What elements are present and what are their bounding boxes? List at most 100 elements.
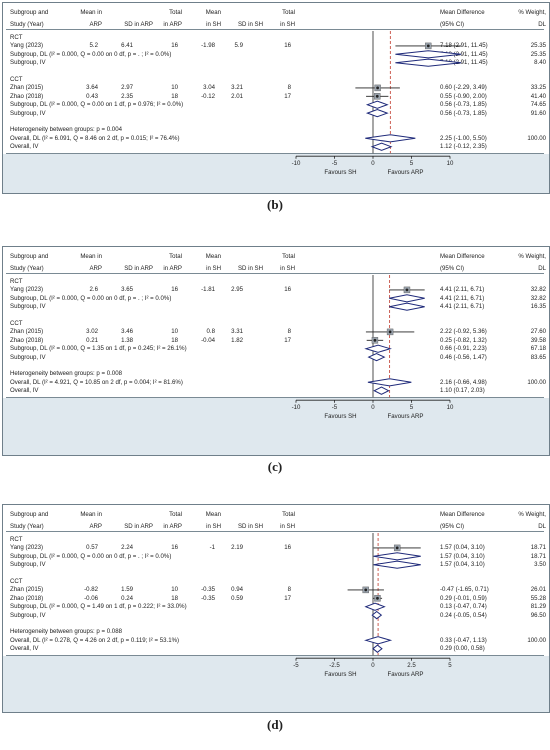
- weight-value: 100.00: [527, 636, 546, 644]
- effect-ci-text: 0.66 (-0.91, 2.23): [440, 345, 487, 353]
- study-point: [376, 596, 379, 600]
- header-total-sh: Total: [282, 511, 295, 518]
- x-tick-label: 5: [448, 662, 452, 670]
- header-total-arp: Total: [169, 253, 182, 260]
- study-point: [373, 338, 377, 342]
- header-mean-difference: Mean Difference: [440, 511, 485, 518]
- weight-value: 74.65: [530, 101, 546, 109]
- total-arp: 10: [171, 328, 178, 336]
- footer-divider: [6, 655, 544, 657]
- pooled-diamond: [389, 294, 425, 303]
- header-total-sh: in SH: [280, 523, 295, 530]
- study-point: [364, 588, 368, 592]
- header-mean-arp: ARP: [89, 523, 102, 530]
- study-label: Zhan (2015): [10, 328, 44, 336]
- header-total-sh: Total: [282, 253, 295, 260]
- effect-ci-text: 1.12 (-0.12, 2.35): [440, 143, 487, 151]
- mean-arp: -0.82: [84, 586, 98, 594]
- forest-plot-svg: [295, 31, 462, 159]
- x-tick-label: 0: [371, 404, 375, 412]
- favours-left-label: Favours SH: [324, 413, 357, 421]
- effect-ci-text: 0.33 (-0.47, 1.13): [440, 636, 487, 644]
- panel-label: (b): [267, 197, 283, 212]
- effect-ci-text: 0.55 (-0.90, 2.00): [440, 92, 487, 100]
- mean-sh: -0.12: [201, 92, 215, 100]
- x-tick-label: 0: [371, 662, 375, 670]
- subgroup-heading: RCT: [10, 536, 23, 543]
- header-mean-sh: in SH: [206, 523, 221, 530]
- study-point: [388, 330, 392, 334]
- sd-sh: 1.82: [231, 336, 243, 344]
- effect-ci-text: 2.25 (-1.00, 5.50): [440, 134, 487, 142]
- header-study: Study (Year): [10, 265, 44, 272]
- total-arp: 16: [171, 544, 178, 552]
- pooled-label: Subgroup, IV: [10, 561, 46, 569]
- pooled-diamond: [367, 378, 412, 387]
- sd-arp: 1.38: [121, 336, 133, 344]
- study-label: Zhan (2015): [10, 586, 44, 594]
- weight-value: 83.65: [530, 353, 546, 361]
- favours-right-label: Favours ARP: [387, 671, 424, 679]
- panel-label: (c): [267, 459, 283, 474]
- subgroup-heading: CCT: [10, 76, 23, 83]
- study-label: Zhao (2018): [10, 92, 44, 100]
- pooled-label: Subgroup, DL (I² = 0.000, Q = 1.35 on 1 …: [10, 345, 187, 353]
- mean-sh: -1.98: [201, 42, 215, 50]
- total-arp: 10: [171, 84, 178, 92]
- mean-arp: 0.57: [86, 544, 98, 552]
- effect-ci-text: 0.56 (-0.73, 1.85): [440, 109, 487, 117]
- pooled-label: Subgroup, DL (I² = 0.000, Q = 0.00 on 0 …: [10, 50, 172, 58]
- header-mean-difference: Mean Difference: [440, 253, 485, 260]
- pooled-label: Subgroup, IV: [10, 611, 46, 619]
- effect-ci-text: 0.25 (-0.82, 1.32): [440, 336, 487, 344]
- mean-sh: -1: [209, 544, 215, 552]
- header-weight: DL: [538, 523, 546, 530]
- header-mean-sh: Mean: [205, 511, 221, 518]
- pooled-diamond: [370, 142, 393, 151]
- pooled-diamond: [389, 302, 425, 311]
- header-weight: % Weight,: [518, 9, 546, 16]
- favours-left-label: Favours SH: [324, 169, 357, 177]
- weight-value: 32.82: [530, 294, 546, 302]
- favours-right-label: Favours ARP: [387, 413, 424, 421]
- heterogeneity-note: Heterogeneity between groups: p = 0.088: [10, 628, 122, 636]
- x-tick-label: -10: [291, 160, 301, 168]
- header-total-arp: in ARP: [163, 21, 182, 28]
- header-mean-difference: Mean Difference: [440, 9, 485, 16]
- sd-sh: 3.31: [231, 328, 243, 336]
- header-total-arp: in ARP: [163, 265, 182, 272]
- total-sh: 17: [284, 594, 291, 602]
- x-tick-label: 5: [409, 404, 414, 412]
- header-mean-sh: Mean: [205, 253, 221, 260]
- mean-arp: -0.06: [84, 594, 98, 602]
- header-study: Study (Year): [10, 21, 44, 28]
- weight-value: 25.35: [530, 42, 546, 50]
- header-total-arp: Total: [169, 9, 182, 16]
- header-sd-arp: SD in ARP: [124, 21, 153, 28]
- effect-ci-text: 1.57 (0.04, 3.10): [440, 544, 485, 552]
- weight-value: 55.28: [530, 594, 546, 602]
- total-arp: 18: [171, 92, 178, 100]
- pooled-diamond: [363, 636, 393, 645]
- header-sd-sh: SD in SH: [237, 21, 263, 28]
- header-total-sh: in SH: [280, 265, 295, 272]
- pooled-label: Overall, DL (I² = 4.921, Q = 10.85 on 2 …: [10, 378, 183, 386]
- sd-arp: 2.35: [121, 92, 133, 100]
- pooled-diamond: [364, 344, 392, 353]
- total-arp: 18: [171, 594, 178, 602]
- study-label: Zhao (2018): [10, 594, 44, 602]
- header-mean-arp: Mean in: [80, 511, 102, 518]
- header-total-arp: in ARP: [163, 523, 182, 530]
- effect-ci-text: 7.18 (2.91, 11.45): [440, 50, 488, 58]
- x-tick-label: 2.5: [407, 662, 416, 670]
- effect-ci-text: 0.29 (-0.01, 0.59): [440, 594, 487, 602]
- weight-value: 41.40: [530, 92, 546, 100]
- footer-divider: [6, 153, 544, 155]
- header-mean-arp: Mean in: [80, 9, 102, 16]
- total-sh: 17: [284, 92, 291, 100]
- x-tick-label: -5: [331, 160, 338, 168]
- header-weight: DL: [538, 21, 546, 28]
- weight-value: 100.00: [527, 134, 546, 142]
- weight-value: 8.40: [534, 59, 546, 67]
- sd-arp: 1.59: [121, 586, 133, 594]
